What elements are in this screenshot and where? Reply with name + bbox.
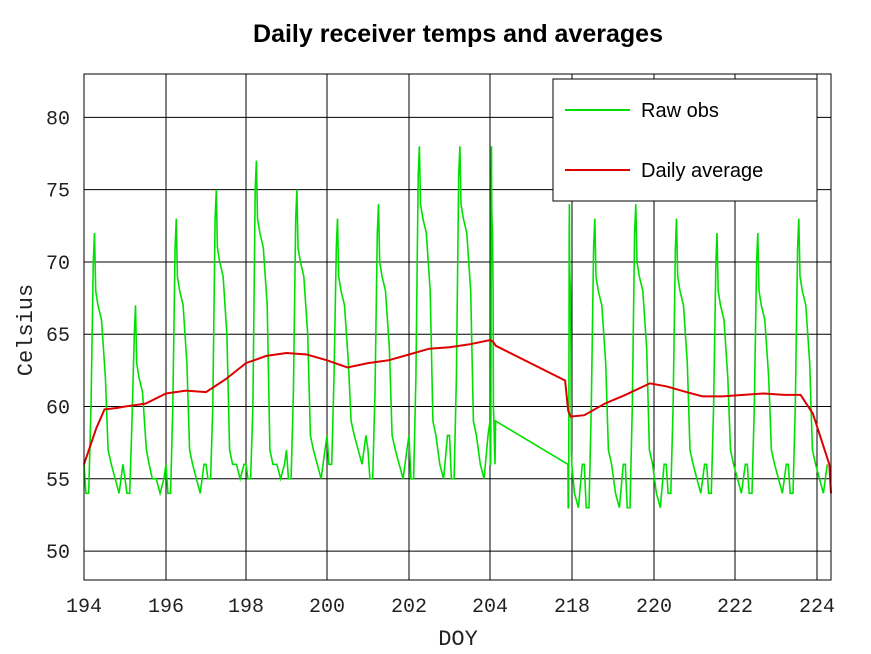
x-tick-label: 222 xyxy=(717,596,753,619)
y-axis-ticks: 50 55 60 65 70 75 80 xyxy=(46,108,70,565)
x-tick-label: 218 xyxy=(554,596,590,619)
legend-label-raw: Raw obs xyxy=(641,100,719,122)
series-raw-obs xyxy=(83,146,829,509)
x-tick-label: 220 xyxy=(636,596,672,619)
x-axis-ticks: 194 196 198 200 202 204 218 220 222 224 xyxy=(66,596,835,619)
legend: Raw obs Daily average xyxy=(552,78,818,202)
x-axis-label: DOY xyxy=(438,627,478,652)
legend-box xyxy=(552,78,818,202)
y-tick-label: 75 xyxy=(46,181,70,204)
x-tick-label: 194 xyxy=(66,596,102,619)
y-tick-label: 55 xyxy=(46,470,70,493)
x-tick-label: 200 xyxy=(309,596,345,619)
y-tick-label: 65 xyxy=(46,325,70,348)
x-tick-label: 202 xyxy=(391,596,427,619)
y-tick-label: 50 xyxy=(46,542,70,565)
y-tick-label: 80 xyxy=(46,108,70,131)
x-tick-label: 224 xyxy=(799,596,835,619)
x-tick-label: 198 xyxy=(228,596,264,619)
y-axis-label: Celsius xyxy=(14,284,39,376)
chart-title: Daily receiver temps and averages xyxy=(253,20,663,48)
x-tick-label: 196 xyxy=(148,596,184,619)
series-daily-average xyxy=(83,338,832,494)
plot-area xyxy=(83,146,832,509)
y-tick-label: 60 xyxy=(46,398,70,421)
y-tick-label: 70 xyxy=(46,253,70,276)
x-tick-label: 204 xyxy=(472,596,508,619)
legend-label-avg: Daily average xyxy=(641,160,763,182)
plot-frame xyxy=(83,73,832,581)
